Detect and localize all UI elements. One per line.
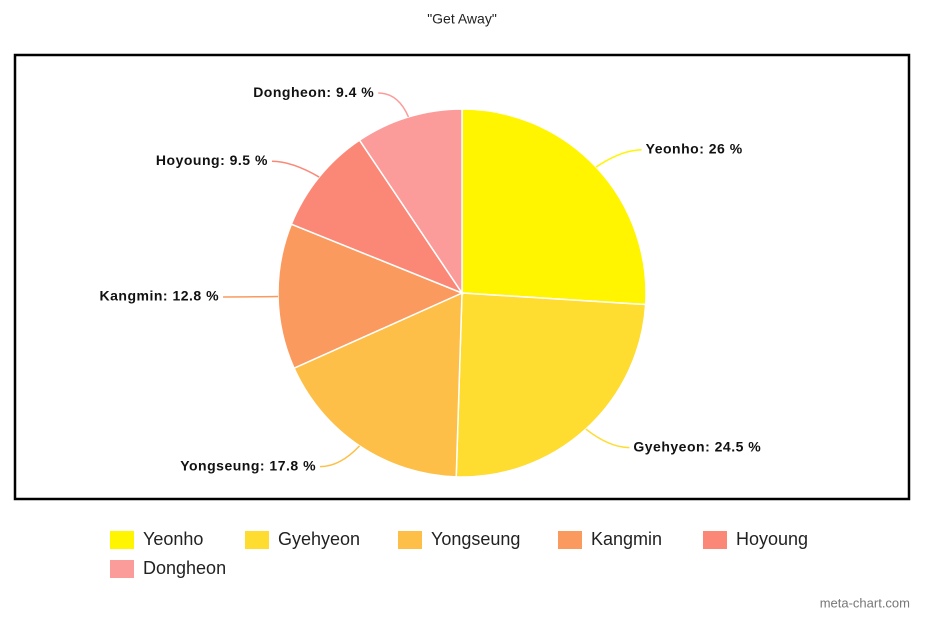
legend-label: Dongheon xyxy=(143,558,226,578)
legend-swatch xyxy=(398,531,422,549)
pie-slice xyxy=(293,291,463,478)
legend-swatch xyxy=(245,531,269,549)
leader-line xyxy=(271,160,320,178)
legend-swatch xyxy=(558,531,582,549)
plot-frame xyxy=(13,53,911,501)
data-label: Yeonho: 26 % xyxy=(646,141,743,157)
leader-line xyxy=(320,445,361,468)
legend-swatch xyxy=(110,531,134,549)
pie-slice xyxy=(461,108,647,306)
source: meta-chart.com xyxy=(820,595,910,610)
leader-line xyxy=(378,92,410,118)
legend-label: Hoyoung xyxy=(736,529,808,549)
legend-label: Yongseung xyxy=(431,529,520,549)
data-label: Hoyoung: 9.5 % xyxy=(156,152,268,168)
data-label: Kangmin: 12.8 % xyxy=(100,288,220,304)
leader-line xyxy=(595,149,642,168)
pie-slice xyxy=(455,292,647,478)
legend-label: Yeonho xyxy=(143,529,203,549)
legend-swatch xyxy=(703,531,727,549)
data-label: Gyehyeon: 24.5 % xyxy=(633,438,761,454)
data-label: Yongseung: 17.8 % xyxy=(180,457,316,473)
data-label: Dongheon: 9.4 % xyxy=(253,84,374,100)
legend-label: Kangmin xyxy=(591,529,662,549)
pie-slice xyxy=(277,223,464,370)
leader-line xyxy=(585,428,630,449)
legend-swatch xyxy=(110,560,134,578)
legend-label: Gyehyeon xyxy=(278,529,360,549)
chart-title: "Get Away" xyxy=(427,11,497,27)
